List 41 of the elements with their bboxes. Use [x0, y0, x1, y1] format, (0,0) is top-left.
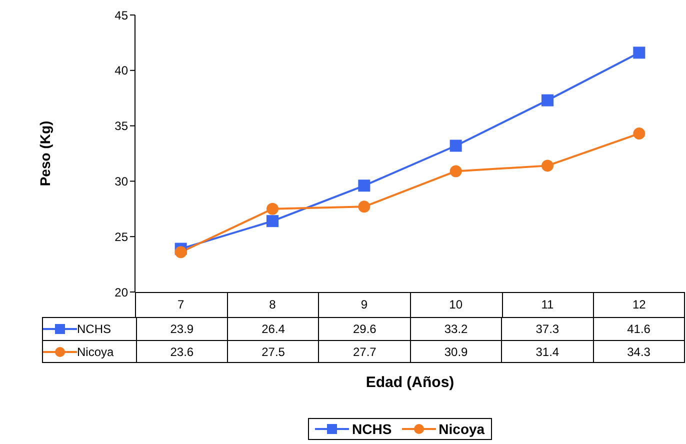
y-axis-title: Peso (Kg) — [36, 120, 53, 186]
point — [174, 246, 187, 258]
y-tick-label: 45 — [114, 8, 128, 22]
data-label: 26.4 — [228, 318, 320, 340]
x-tick-label: 12 — [632, 298, 646, 312]
x-axis-title: Edad (Años) — [364, 374, 456, 391]
point — [358, 180, 370, 192]
legend-label: Nicoya — [77, 344, 114, 358]
y-tick-label: 30 — [114, 174, 128, 188]
point — [450, 165, 462, 178]
y-tick-label: 35 — [114, 119, 128, 134]
data-label: 29.6 — [319, 318, 411, 340]
x-tick-label: 7 — [177, 298, 184, 312]
point — [542, 160, 554, 172]
x-tick-label: 9 — [360, 298, 368, 312]
y-tick-label: 20 — [114, 285, 128, 300]
data-label: 23.6 — [136, 341, 228, 362]
x-tick-label: 11 — [541, 298, 554, 312]
data-label: 37.3 — [502, 318, 594, 340]
y-tick-label: 25 — [114, 230, 128, 244]
data-label: 27.5 — [228, 341, 320, 362]
point — [358, 200, 370, 213]
y-tick-label: 40 — [114, 64, 128, 78]
text: NCHS — [352, 421, 392, 437]
x-tick-label: 10 — [449, 298, 463, 312]
data-label: 23.9 — [136, 318, 228, 340]
data-label: 34.3 — [594, 341, 685, 362]
data-label: 30.9 — [410, 341, 502, 362]
point — [266, 202, 278, 215]
data-label: 33.2 — [410, 318, 502, 340]
data-label: 31.4 — [502, 341, 594, 362]
data-label: 27.7 — [319, 341, 411, 362]
text: Nicoya — [438, 421, 485, 437]
point — [450, 140, 462, 152]
point — [633, 46, 646, 59]
point — [542, 94, 554, 106]
data-label: 41.6 — [594, 318, 685, 340]
point — [633, 128, 646, 140]
point — [266, 215, 278, 228]
x-tick-label: 8 — [269, 298, 276, 312]
legend-label: NCHS — [77, 322, 112, 336]
